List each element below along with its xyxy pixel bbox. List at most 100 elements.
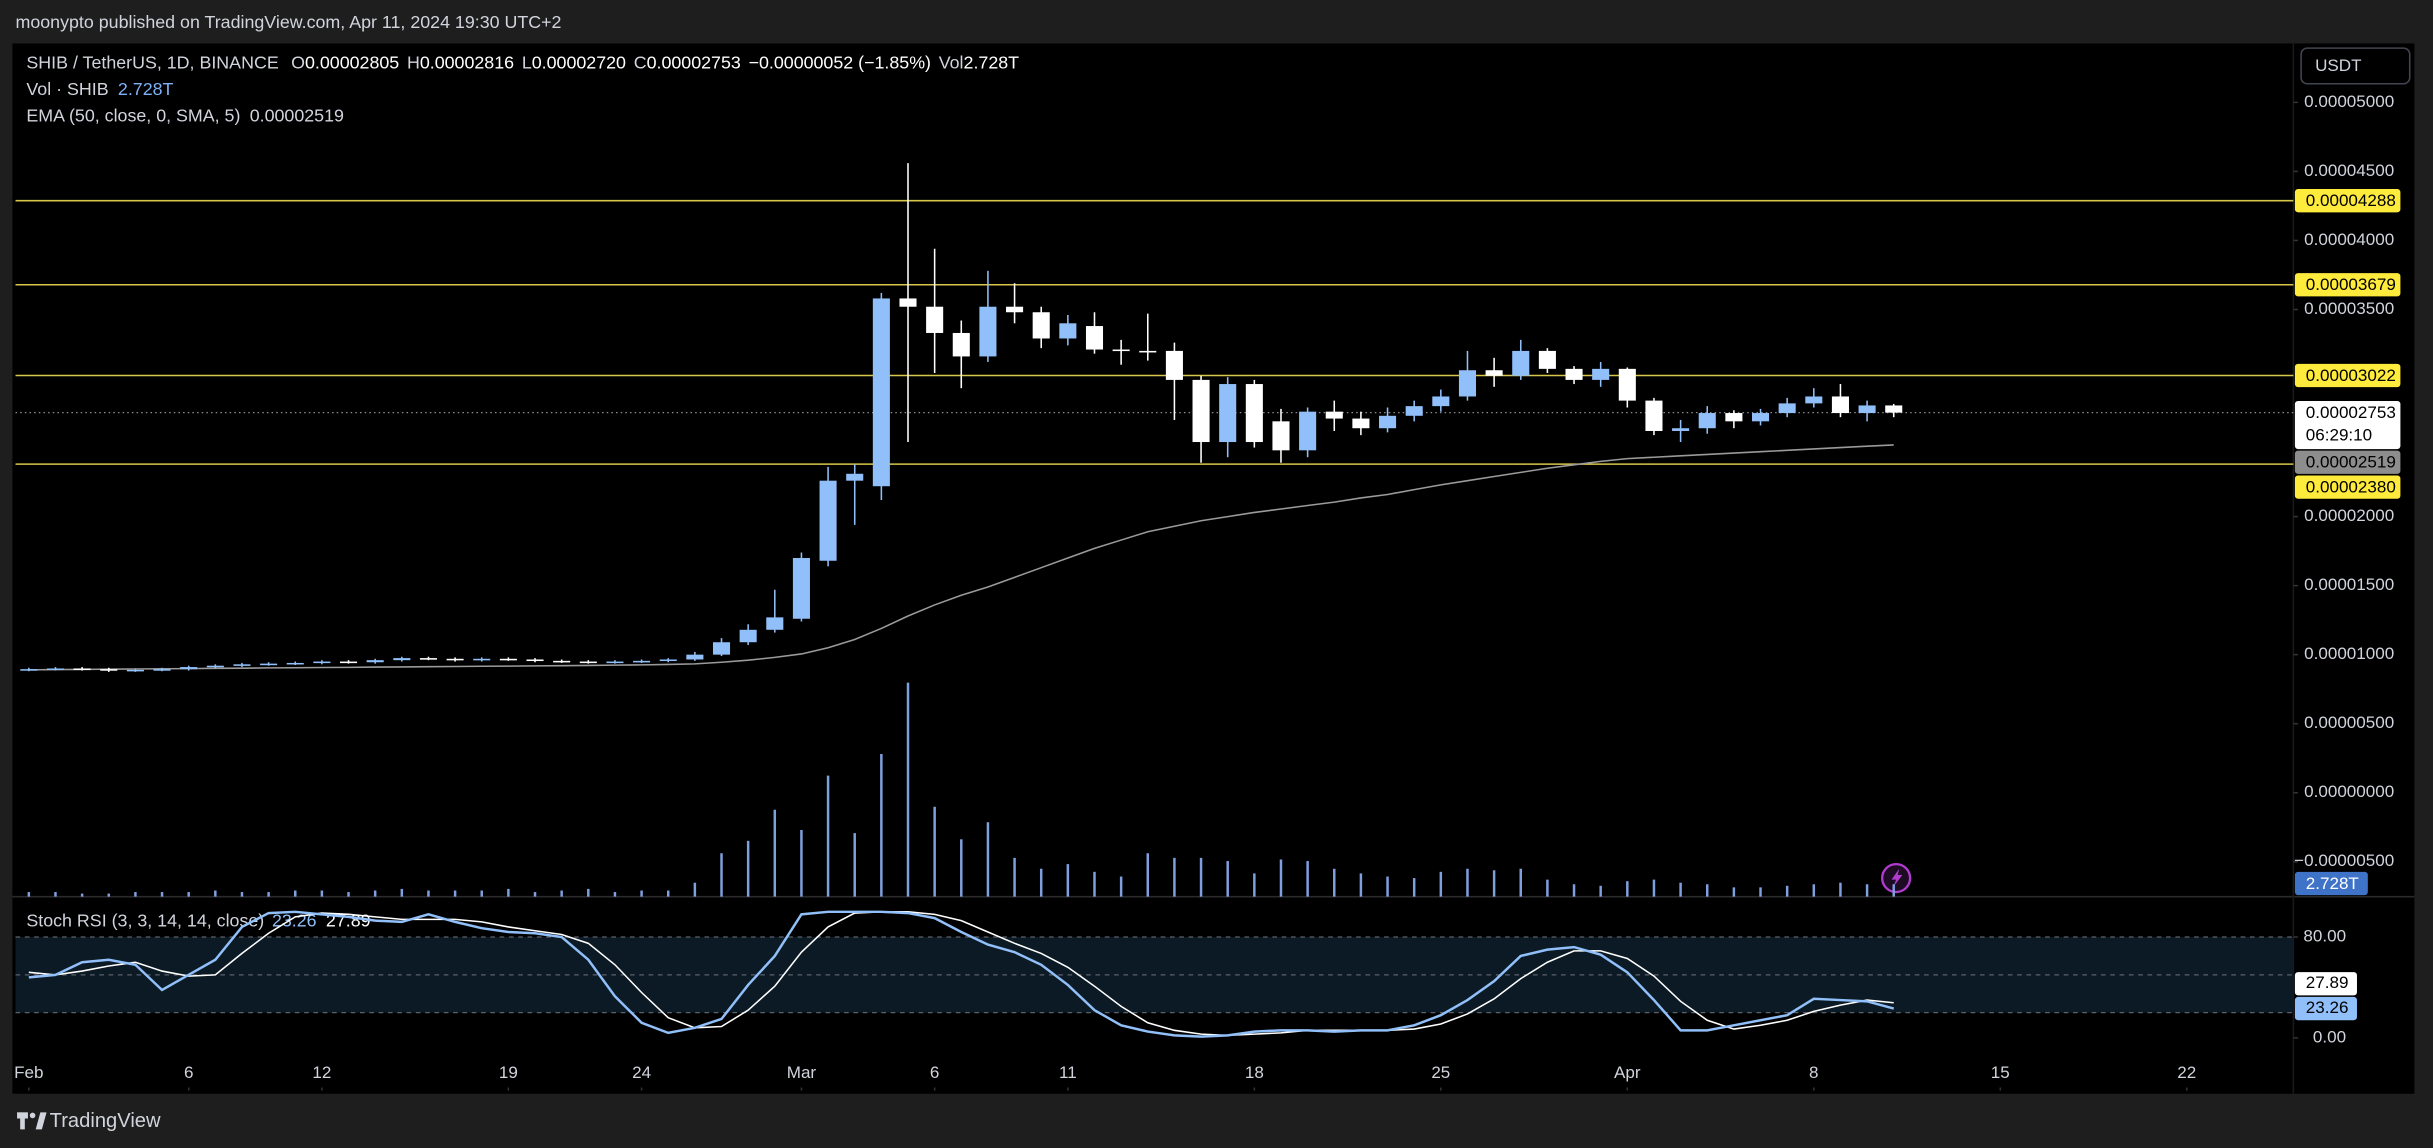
candle-body [1006, 306, 1024, 313]
price-tag [2294, 400, 2401, 450]
publisher-line: moonypto published on TradingView.com, A… [16, 12, 562, 32]
x-tick-label: 24 [632, 1063, 651, 1082]
candle-body [792, 558, 810, 619]
candle-body [1485, 370, 1503, 376]
x-tick-label: 6 [184, 1063, 193, 1082]
candle-body [1885, 405, 1903, 413]
candle-body [313, 661, 331, 664]
legend-text: L [522, 52, 532, 72]
legend-text: 0.00002720 [532, 52, 626, 72]
candle-body [1858, 405, 1876, 414]
candle-body [1432, 396, 1450, 407]
candle-body [73, 668, 91, 671]
volume-tag [2294, 871, 2368, 896]
legend-text: 0.00002805 [305, 52, 399, 72]
candle-body [473, 658, 491, 661]
candle-body [100, 669, 118, 671]
candle-body [952, 332, 970, 357]
candle-body [499, 658, 517, 661]
price-tag-label: 0.00003022 [2306, 366, 2396, 385]
candle-body [366, 660, 384, 663]
candle-body [419, 658, 437, 660]
y-tick-label: 0.00005000 [2304, 92, 2394, 111]
legend-line: EMA (50, close, 0, SMA, 5) 0.00002519 [26, 105, 344, 125]
candle-body [1805, 396, 1823, 404]
candle-body [1831, 396, 1849, 414]
candle-body [1592, 368, 1610, 380]
candle-body [579, 661, 597, 664]
stoch-tag [2294, 972, 2357, 996]
price-tag-label: 0.00002519 [2306, 453, 2396, 472]
legend-text: EMA (50, close, 0, SMA, 5) [26, 105, 240, 125]
y-tick-label: 0.00001500 [2304, 575, 2394, 594]
price-tag [2294, 189, 2401, 213]
stoch-tag-label: 23.26 [2306, 998, 2349, 1017]
x-tick-label: 15 [1991, 1063, 2010, 1082]
candle-body [180, 667, 198, 670]
candle-body [766, 617, 784, 630]
legend-text: Stoch RSI (3, 3, 14, 14, close) [26, 910, 264, 930]
candle-body [1085, 326, 1104, 350]
candle-body [1565, 368, 1583, 380]
logo-part [17, 1112, 28, 1119]
x-tick-label: Apr [1614, 1063, 1641, 1082]
y-tick-label: 0.00 [2313, 1027, 2346, 1046]
candle-body [1352, 418, 1370, 429]
candle-body [606, 661, 624, 664]
price-tag [2294, 475, 2401, 499]
candle-body [1165, 350, 1183, 380]
candle-body [1618, 368, 1636, 401]
candle-body [686, 654, 704, 660]
candle-body [633, 660, 651, 663]
candle-body [46, 668, 65, 671]
currency-label[interactable]: USDT [2315, 56, 2362, 75]
candle-body [926, 306, 944, 333]
y-tick-label: 0.00004000 [2304, 230, 2394, 249]
candle-body [1698, 413, 1716, 429]
candle-body [1032, 312, 1050, 339]
candle-body [233, 664, 251, 666]
candle-body [206, 665, 224, 668]
candle-body [393, 658, 411, 661]
price-tag-label: 06:29:10 [2306, 425, 2372, 444]
candle-body [1192, 379, 1210, 443]
candle-body [126, 669, 144, 672]
candle-body [339, 661, 358, 664]
ema-line [28, 444, 1894, 671]
logo-part [35, 1112, 47, 1130]
price-tag-label: 0.00002753 [2306, 403, 2396, 422]
candle-body [1379, 415, 1397, 429]
x-tick-label: 18 [1245, 1063, 1264, 1082]
alert-icon[interactable] [1880, 862, 1912, 894]
legend-text: Vol · SHIB [26, 79, 108, 99]
candle-body [1645, 400, 1663, 431]
candle-body [979, 306, 997, 357]
legend-text: −0.00000052 (−1.85%) [749, 52, 931, 72]
stoch-tag-label: 27.89 [2306, 973, 2349, 992]
candle-body [872, 298, 890, 487]
candle-body [1672, 428, 1690, 431]
legend-text: 0.00002519 [250, 105, 344, 125]
candle-body [260, 663, 278, 666]
currency-button[interactable] [2300, 47, 2411, 85]
x-tick-label: Mar [787, 1063, 817, 1082]
candle-body [712, 642, 731, 655]
candle-body [899, 298, 917, 307]
candle-body [1219, 384, 1237, 443]
brand-name: TradingView [50, 1110, 161, 1132]
alert-bolt[interactable] [1891, 868, 1903, 888]
candle-body [819, 480, 837, 561]
candle-body [286, 662, 304, 665]
candle-body [1778, 403, 1796, 414]
y-tick-label: −0.00000500 [2294, 851, 2394, 870]
candle-body [1112, 349, 1130, 352]
volume-tag-label: 2.728T [2306, 874, 2360, 893]
legend-text: 2.728T [964, 52, 1020, 72]
candle-body [1139, 350, 1157, 353]
x-tick-label: 22 [2177, 1063, 2196, 1082]
x-tick-label: 6 [930, 1063, 939, 1082]
stoch-tag [2294, 996, 2357, 1021]
price-tag-label: 0.00003679 [2306, 275, 2396, 294]
y-tick-label: 0.00000000 [2304, 782, 2394, 801]
